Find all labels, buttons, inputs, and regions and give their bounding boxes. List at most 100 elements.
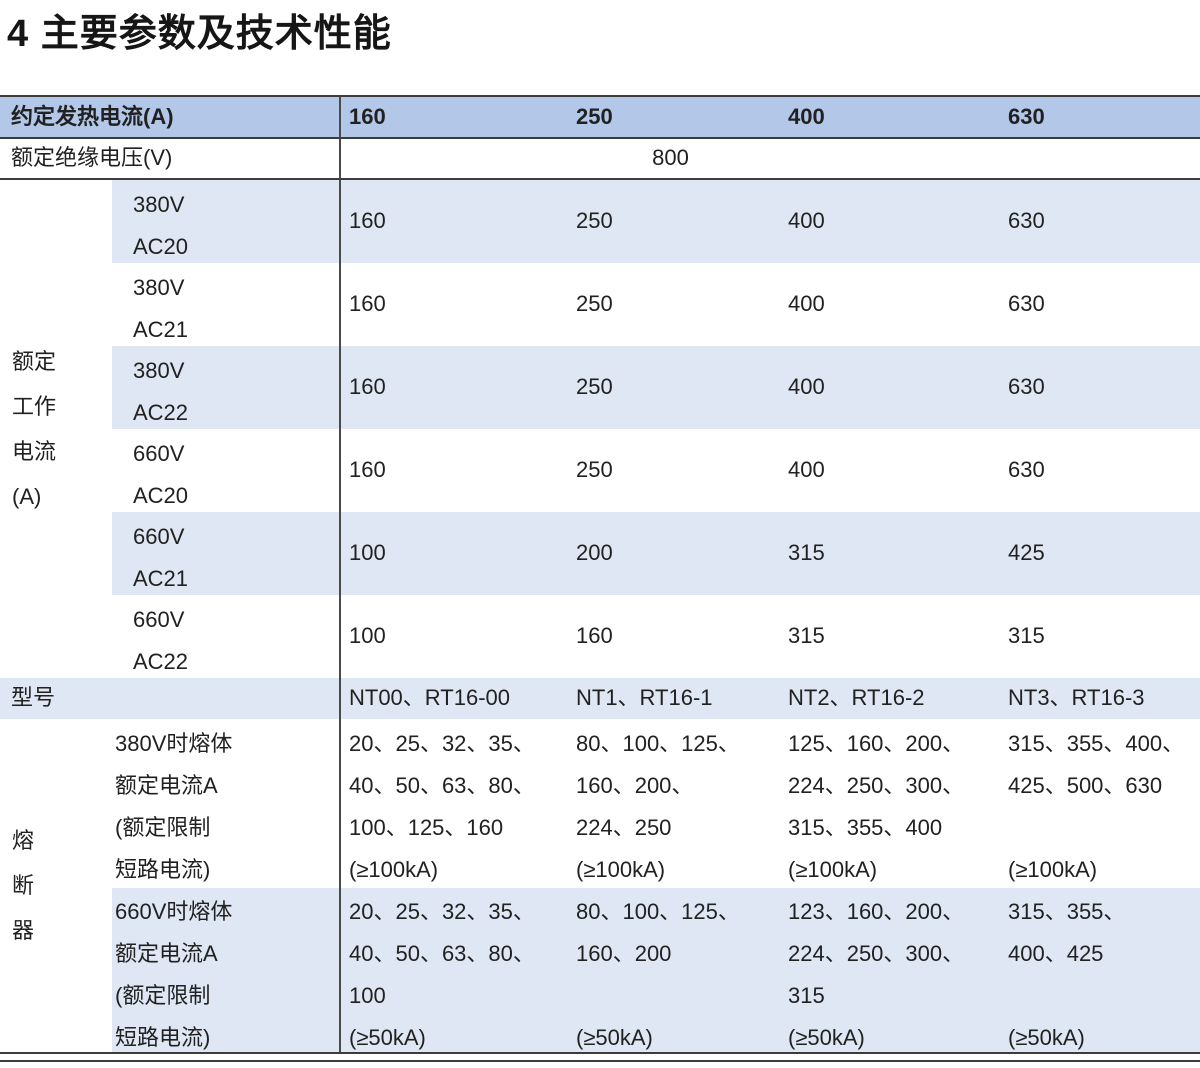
group-label-char: 器 [12, 918, 35, 943]
row-label-line: AC20 [133, 233, 189, 259]
fuse-value-line: (≥100kA) [349, 856, 439, 882]
fuse-group-label: 熔 断 器 [0, 719, 112, 1052]
fuse-value-line: 100、125、160 [349, 814, 504, 840]
fuse-value-line: (≥100kA) [788, 856, 878, 882]
fuse-label-line: (额定限制 [115, 983, 211, 1008]
cell-value: 160 [349, 291, 386, 317]
cell-value: 100 [349, 623, 386, 649]
cell-value: 315 [780, 512, 1000, 595]
fuse-value-line: 123、160、200、 [788, 899, 965, 924]
cell-value: 250 [576, 457, 613, 483]
cell-value: 160 [341, 180, 568, 263]
fuse-value-line [1008, 807, 1200, 849]
fuse-value-line [1008, 975, 1200, 1017]
fuse-value-line: 224、250、300、 [788, 941, 965, 966]
row-label-line: 380V [133, 191, 185, 217]
fuse-row-label-660v: 660V时熔体 额定电流A (额定限制 短路电流) [112, 888, 341, 1052]
fuse-value-line [576, 975, 780, 1017]
row-label-380v-ac22: 380V AC22 [112, 346, 341, 429]
fuse-value-line: 80、100、125、 [576, 730, 740, 756]
cell-value: 630 [1008, 291, 1045, 317]
fuse-value-line: 315、355、400、 [1008, 730, 1185, 756]
group-label-line: (A) [12, 484, 42, 509]
fuse-value-line: 224、250 [576, 814, 672, 840]
header-value-160: 160 [341, 97, 568, 139]
cell-value: 250 [576, 291, 613, 317]
insulation-label-cell: 额定绝缘电压(V) [0, 139, 341, 180]
fuse-value-line: 315、355、400 [788, 814, 943, 840]
cell-value: 630 [1000, 180, 1200, 263]
cell-value: 400 [788, 457, 825, 483]
row-label-line: 660V [133, 440, 185, 466]
fuse-value-line: 40、50、63、80、 [349, 772, 535, 798]
cell-value: 160 [576, 623, 613, 649]
fuse-value-line: (≥100kA) [576, 856, 666, 882]
fuse-values-cell: 125、160、200、 224、250、300、 315、355、400 (≥… [780, 719, 1000, 888]
cell-value: 315 [788, 623, 825, 649]
fuse-value-line: (≥50kA) [349, 1025, 426, 1050]
fuse-values-cell: 315、355、400、 425、500、630 (≥100kA) [1000, 719, 1200, 888]
insulation-empty-cell [1000, 139, 1200, 180]
group-label-line: 工作 [12, 394, 57, 419]
fuse-value-line: 315、355、 [1008, 899, 1126, 924]
row-label-380v-ac21: 380V AC21 [112, 263, 341, 346]
model-value: NT1、RT16-1 [568, 678, 780, 719]
fuse-values-cell: 315、355、 400、425 (≥50kA) [1000, 888, 1200, 1052]
row-label-line: 380V [133, 357, 185, 383]
row-label-line: 660V [133, 523, 185, 549]
fuse-value-line: (≥50kA) [576, 1025, 653, 1050]
fuse-value-line: 160、200 [576, 941, 672, 966]
group-label-char: 熔 [12, 828, 35, 853]
row-label-line: AC21 [133, 565, 189, 591]
header-value-630: 630 [1000, 97, 1200, 139]
model-label-cell: 型号 [0, 678, 341, 719]
insulation-value-cell: 800 [341, 139, 1000, 180]
cell-value: 100 [341, 512, 568, 595]
row-label-660v-ac21: 660V AC21 [112, 512, 341, 595]
fuse-label-line: 660V时熔体 [115, 899, 233, 924]
fuse-values-cell: 80、100、125、 160、200 (≥50kA) [568, 888, 780, 1052]
fuse-value-line: 40、50、63、80、 [349, 941, 535, 966]
fuse-label-line: 短路电流) [115, 1025, 211, 1050]
row-label-660v-ac22: 660V AC22 [112, 595, 341, 678]
cell-value: 200 [568, 512, 780, 595]
cell-value: 250 [568, 180, 780, 263]
group-label-char: 断 [12, 873, 35, 898]
row-label-660v-ac20: 660V AC20 [112, 429, 341, 512]
cell-value: 315 [1008, 623, 1045, 649]
fuse-value-line: 80、100、125、 [576, 899, 740, 924]
cell-value: 400 [780, 180, 1000, 263]
fuse-values-cell: 80、100、125、 160、200、 224、250 (≥100kA) [568, 719, 780, 888]
cell-value: 630 [1000, 346, 1200, 429]
fuse-value-line: 160、200、 [576, 772, 694, 798]
row-label-line: AC22 [133, 399, 189, 425]
fuse-values-cell: 20、25、32、35、 40、50、63、80、 100 (≥50kA) [341, 888, 568, 1052]
fuse-value-line: (≥100kA) [1008, 856, 1098, 882]
cell-value: 400 [788, 291, 825, 317]
fuse-label-line: 380V时熔体 [115, 730, 233, 756]
spec-table: 约定发热电流(A) 160 250 400 630 额定绝缘电压(V) 800 … [0, 95, 1200, 1052]
fuse-value-line: 425、500、630 [1008, 772, 1163, 798]
cell-value: 630 [1008, 457, 1045, 483]
page-title: 4 主要参数及技术性能 [7, 13, 392, 55]
model-value: NT2、RT16-2 [780, 678, 1000, 719]
header-value-400: 400 [780, 97, 1000, 139]
group-label-line: 额定 [12, 349, 57, 374]
header-value-250: 250 [568, 97, 780, 139]
row-label-line: 380V [133, 274, 185, 300]
fuse-label-line: (额定限制 [115, 814, 211, 840]
fuse-value-line: 20、25、32、35、 [349, 899, 535, 924]
row-label-line: AC21 [133, 316, 189, 342]
fuse-row-label-380v: 380V时熔体 额定电流A (额定限制 短路电流) [112, 719, 341, 888]
fuse-value-line: (≥50kA) [788, 1025, 865, 1050]
fuse-value-line: 100 [349, 983, 386, 1008]
fuse-value-line: 20、25、32、35、 [349, 730, 535, 756]
fuse-label-line: 额定电流A [115, 772, 218, 798]
cell-value: 160 [341, 346, 568, 429]
row-label-line: 660V [133, 606, 185, 632]
row-label-line: AC22 [133, 648, 189, 674]
fuse-label-line: 短路电流) [115, 856, 211, 882]
row-label-line: AC20 [133, 482, 189, 508]
cell-value: 425 [1000, 512, 1200, 595]
cell-value: 160 [349, 457, 386, 483]
